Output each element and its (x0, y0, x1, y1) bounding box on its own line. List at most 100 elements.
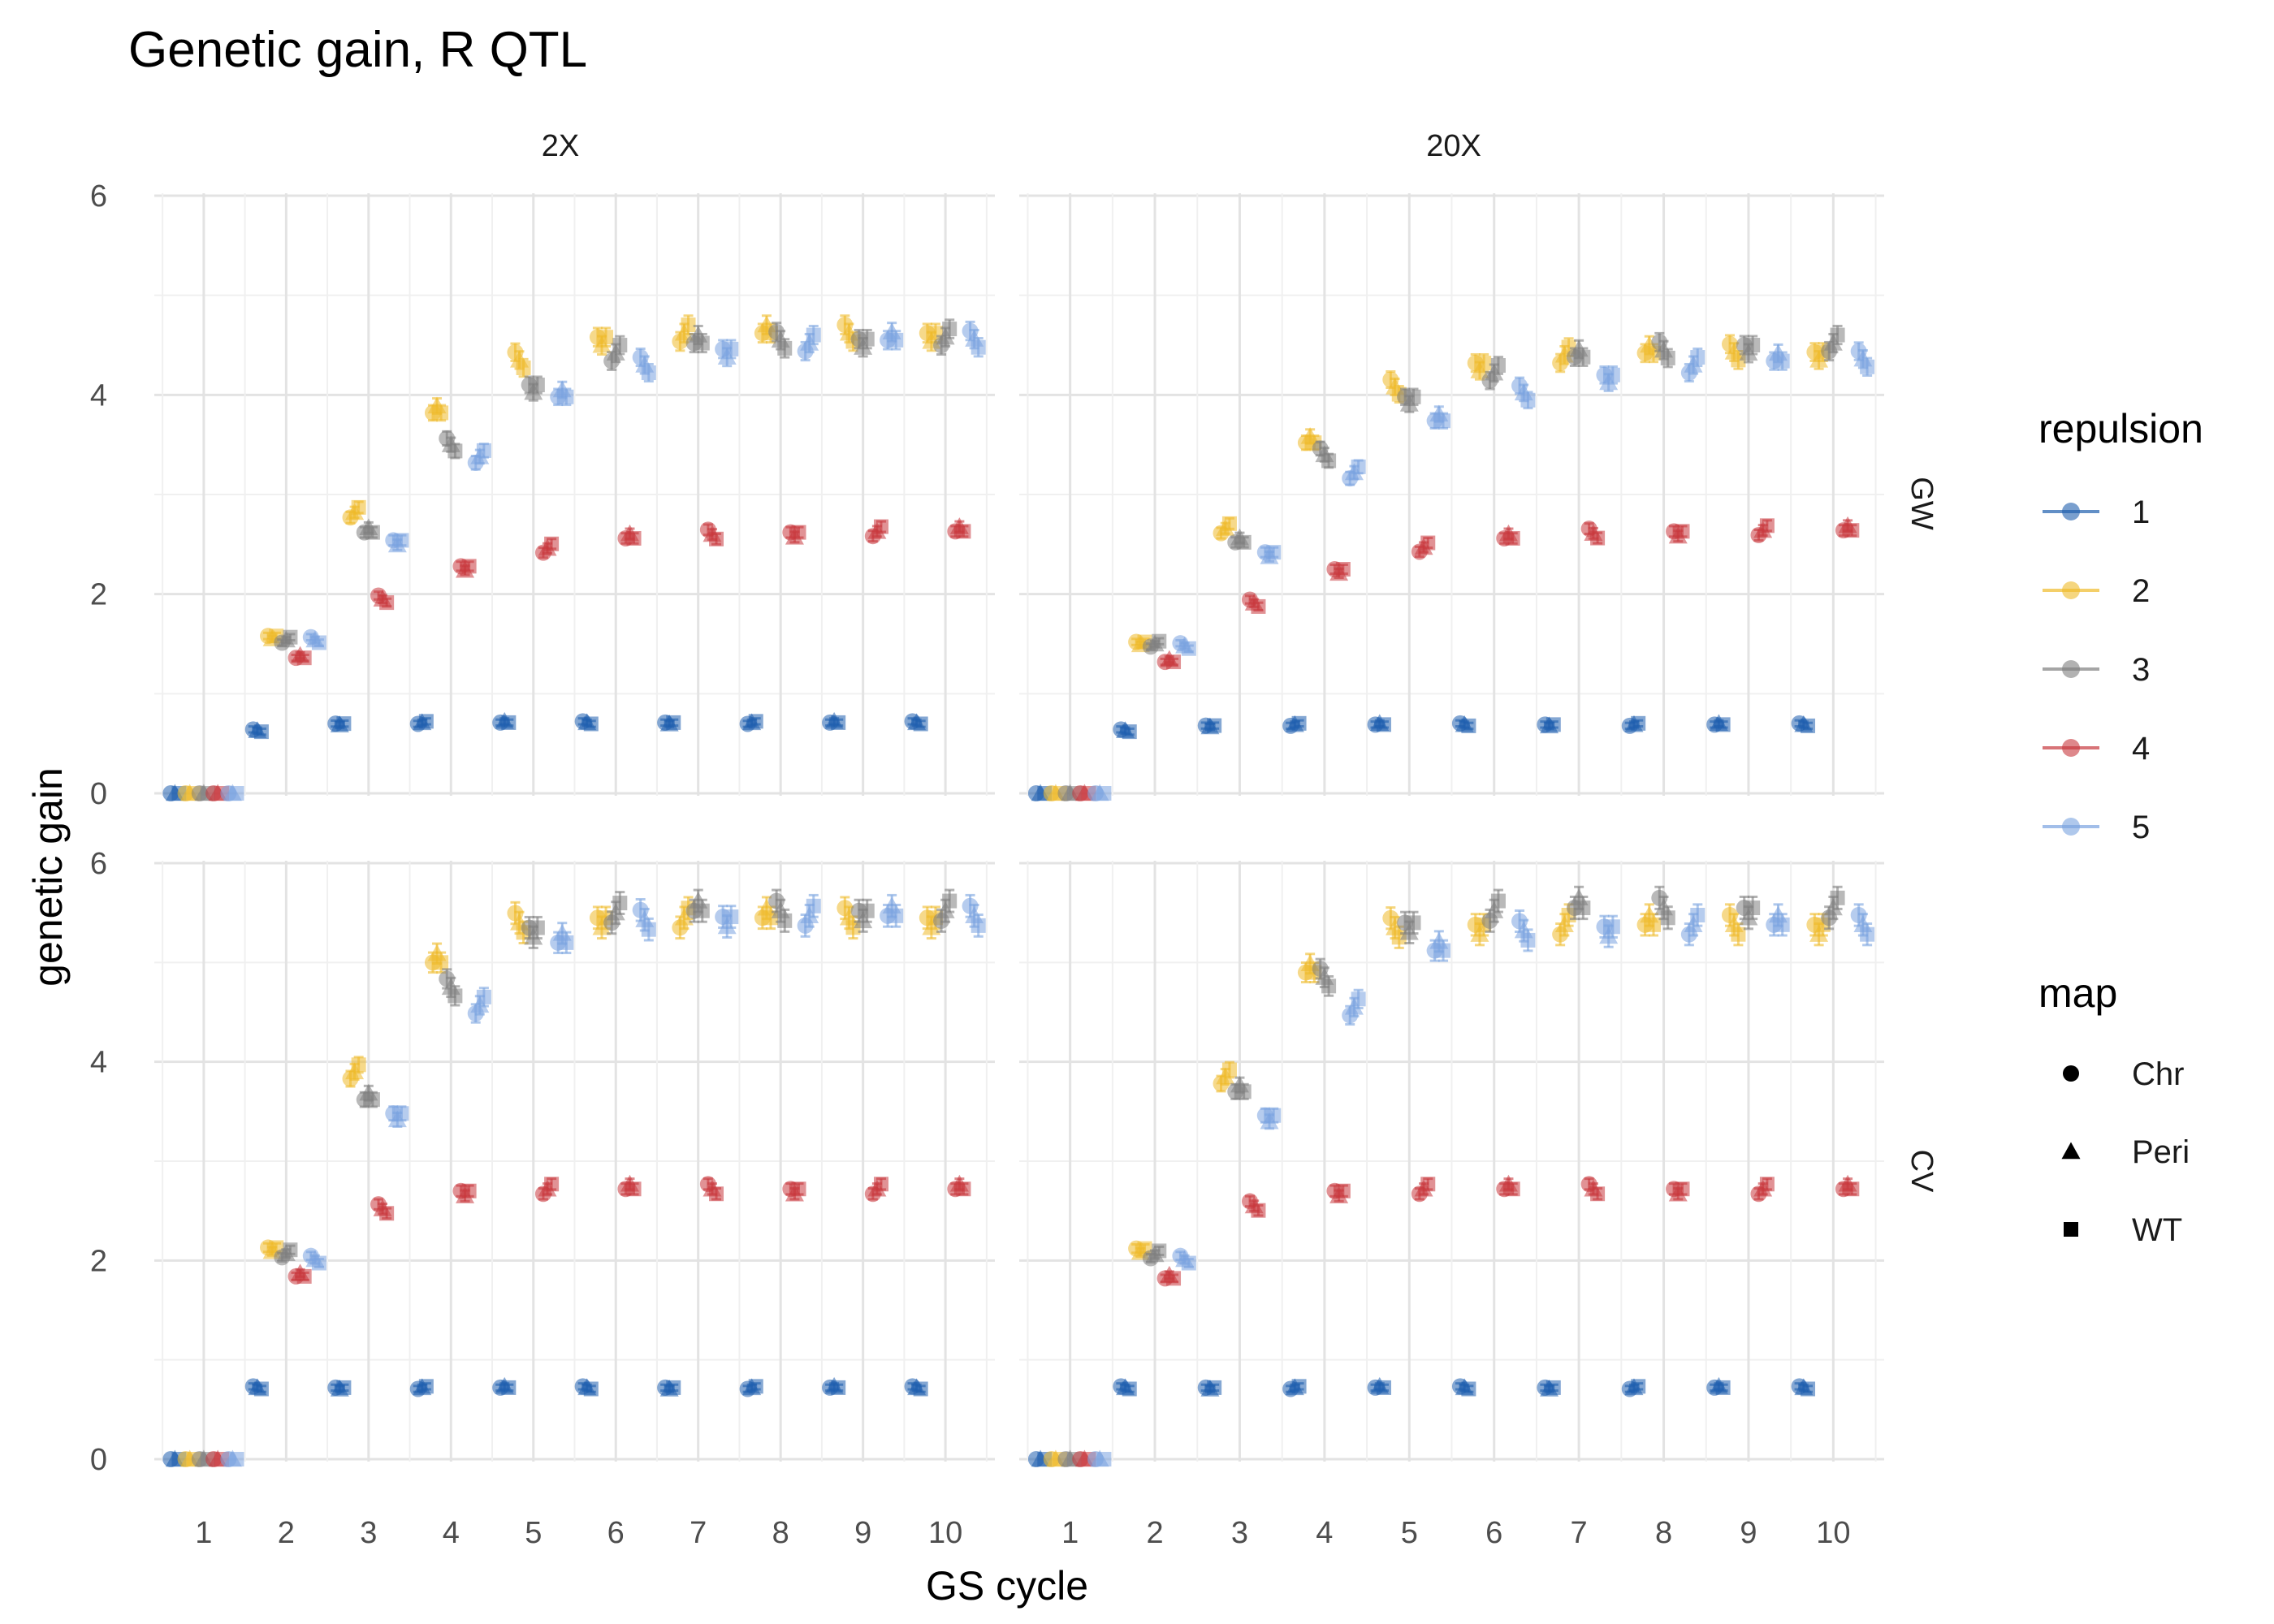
point-square (311, 635, 326, 650)
point-square (351, 1057, 366, 1073)
point-square (1251, 1203, 1266, 1218)
point-square (1715, 717, 1731, 732)
series-repulsion-4 (205, 517, 971, 801)
point-square (791, 1181, 806, 1197)
legend-key-square (2064, 1222, 2078, 1237)
point-square (1844, 523, 1860, 538)
point-triangle (717, 917, 737, 935)
point-square (1221, 516, 1237, 531)
legend-key-point (2062, 739, 2080, 757)
point-triangle (1823, 898, 1843, 916)
point-square (888, 908, 904, 923)
point-square (1745, 338, 1761, 352)
point-square (1266, 1108, 1282, 1123)
point-square (544, 536, 560, 551)
point-square (1321, 453, 1337, 469)
point-square (831, 715, 846, 730)
legend-label: 2 (2132, 573, 2150, 609)
point-square (971, 918, 986, 933)
point-square (1490, 893, 1506, 909)
legend-item-repulsion-5: 5 (2043, 810, 2150, 845)
point-square (859, 331, 875, 347)
point-triangle (1684, 915, 1703, 933)
legend-item-repulsion-3: 3 (2043, 652, 2150, 688)
x-tick-label: 6 (607, 1516, 625, 1550)
x-tick-label: 6 (1485, 1516, 1502, 1550)
point-square (1576, 349, 1591, 365)
series-repulsion-1 (162, 711, 928, 801)
point-square (394, 533, 409, 548)
series-repulsion-1 (1027, 714, 1816, 801)
x-tick-label: 8 (1655, 1516, 1672, 1550)
point-square (1376, 717, 1391, 732)
panel-20x-cv: 1 2 3 4 5 6 7 8 9 10 (1019, 861, 1884, 1550)
point-triangle (1485, 901, 1504, 918)
point-square (434, 405, 449, 421)
point-triangle (674, 908, 694, 926)
series-repulsion-1 (162, 1376, 928, 1467)
point-square (1860, 359, 1875, 374)
legend-key-point (2062, 581, 2080, 599)
point-square (709, 1186, 724, 1202)
legend-item-repulsion-2: 2 (2043, 573, 2150, 609)
x-tick-label: 5 (525, 1516, 542, 1550)
point-square (1476, 356, 1492, 371)
y-tick-label: 4 (90, 378, 107, 412)
point-square (1351, 991, 1366, 1007)
series-repulsion-4 (1072, 516, 1860, 801)
point-square (311, 1255, 326, 1271)
point-square (583, 1381, 599, 1397)
point-square (1406, 389, 1421, 404)
x-tick-label: 2 (1146, 1516, 1163, 1550)
point-square (447, 443, 463, 459)
point-square (694, 903, 710, 918)
point-square (351, 499, 366, 515)
point-square (626, 1181, 642, 1197)
point-square (806, 898, 821, 914)
point-square (831, 1380, 846, 1395)
point-square (1505, 1181, 1520, 1197)
point-square (1266, 545, 1282, 560)
series-repulsion-3 (191, 888, 958, 1467)
point-square (971, 339, 986, 355)
point-square (461, 1183, 477, 1199)
point-square (888, 332, 904, 348)
series-repulsion-1 (1027, 1376, 1816, 1467)
point-square (1605, 367, 1620, 382)
legend-title-map: map (2038, 970, 2117, 1016)
legend-label: Peri (2132, 1134, 2190, 1170)
x-tick-label: 1 (195, 1516, 212, 1550)
point-square (1166, 654, 1182, 670)
point-square (1801, 1381, 1816, 1397)
point-triangle (1599, 926, 1619, 944)
point-square (336, 716, 352, 732)
point-square (1351, 459, 1366, 474)
point-square (476, 443, 491, 458)
point-square (626, 530, 642, 546)
legend-item-repulsion-4: 4 (2043, 731, 2150, 767)
point-square (1181, 1255, 1196, 1271)
point-square (229, 786, 244, 801)
point-square (1690, 907, 1706, 922)
point-square (559, 389, 574, 404)
point-square (873, 519, 888, 534)
panel-2x-cv: 0 2 4 6 1 2 3 4 5 6 7 8 9 10 (90, 847, 995, 1550)
legend-title-repulsion: repulsion (2038, 406, 2203, 451)
point-square (1745, 901, 1761, 916)
point-square (476, 989, 491, 1004)
point-triangle (1809, 925, 1829, 942)
y-tick-label: 0 (90, 1443, 107, 1477)
point-square (666, 1380, 681, 1395)
point-square (1520, 932, 1536, 948)
point-square (1860, 926, 1875, 942)
legend-key-point (2062, 503, 2080, 520)
point-square (748, 714, 763, 729)
point-triangle (1399, 922, 1419, 940)
point-square (1461, 1381, 1476, 1397)
x-tick-label: 9 (854, 1516, 871, 1550)
legend-label: Chr (2132, 1056, 2184, 1092)
point-square (1775, 917, 1790, 932)
point-square (1759, 1177, 1775, 1192)
point-square (1166, 1271, 1182, 1286)
y-axis-title: genetic gain (25, 767, 71, 987)
